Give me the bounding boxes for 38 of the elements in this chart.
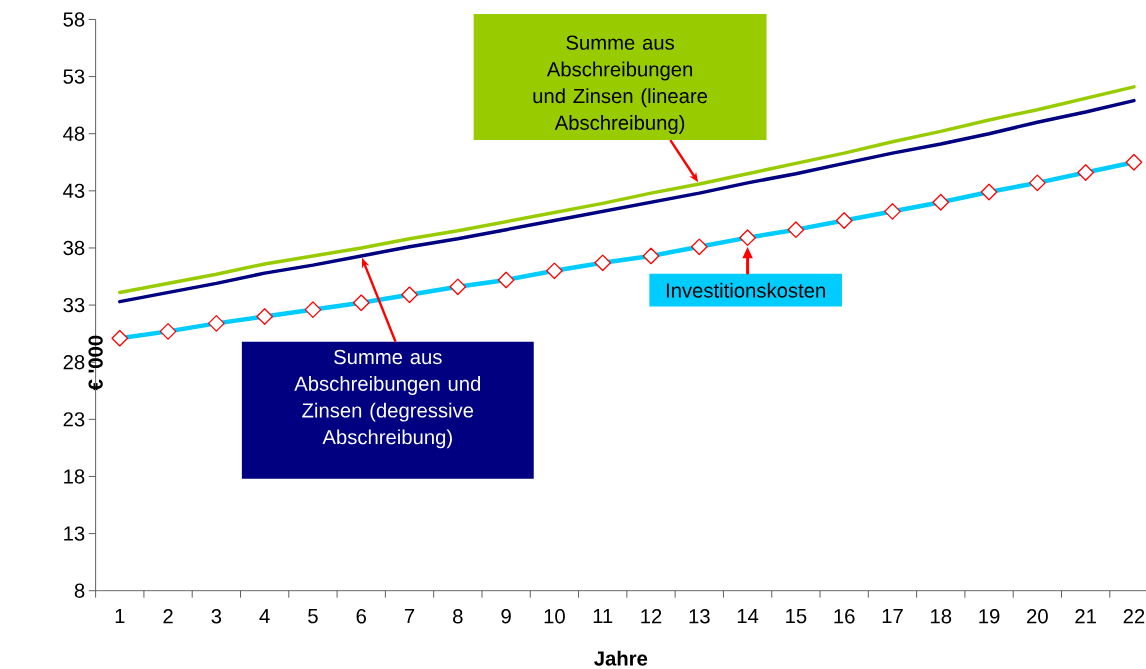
x-tick-label: 11: [593, 609, 613, 623]
y-tick-label: 23: [63, 412, 85, 427]
x-tick-label: 12: [641, 609, 662, 624]
y-tick-label: 8: [74, 583, 85, 598]
y-tick-label: 18: [64, 469, 85, 484]
x-tick-label: 18: [931, 609, 952, 624]
x-tick-label: 2: [163, 609, 173, 624]
x-tick-label: 8: [453, 609, 463, 624]
x-tick-label: 21: [1075, 609, 1096, 624]
y-tick-label: 43: [63, 183, 85, 198]
x-tick-label: 5: [308, 609, 318, 624]
y-tick-label: 48: [63, 126, 85, 141]
y-tick-label: 58: [63, 12, 85, 27]
x-tick-label: 7: [404, 609, 415, 623]
y-tick-label: 53: [63, 69, 85, 84]
x-tick-label: 15: [786, 609, 807, 624]
x-tick-label: 19: [979, 609, 1000, 624]
x-tick-label: 4: [259, 609, 270, 623]
text: Summe aus Abschreibungen und Zinsen (degressive Abschreibung): [294, 349, 481, 449]
x-tick-label: 9: [501, 609, 511, 624]
x-tick-label: 3: [211, 609, 222, 624]
y-axis-title: € '000: [88, 335, 103, 391]
x-tick-label: 6: [356, 609, 366, 624]
y-tick-label: 33: [63, 297, 85, 313]
y-tick-label: 28: [63, 354, 85, 370]
x-tick-label: 1: [115, 609, 125, 623]
x-tick-label: 10: [544, 609, 565, 624]
x-axis-title: Jahre: [594, 650, 648, 666]
y-tick-label: 13: [64, 526, 85, 541]
x-tick-label: 14: [737, 609, 759, 623]
legend-label: Investitionskosten: [666, 282, 825, 298]
x-tick-label: 16: [834, 609, 855, 624]
x-tick-label: 13: [689, 609, 710, 624]
x-tick-label: 20: [1027, 609, 1048, 624]
x-tick-label: 22: [1123, 609, 1145, 624]
text: Summe aus Abschreibungen und Zinsen (lineare Abschreibung): [533, 35, 708, 134]
y-tick-label: 38: [63, 240, 85, 256]
x-tick-label: 17: [882, 609, 903, 623]
